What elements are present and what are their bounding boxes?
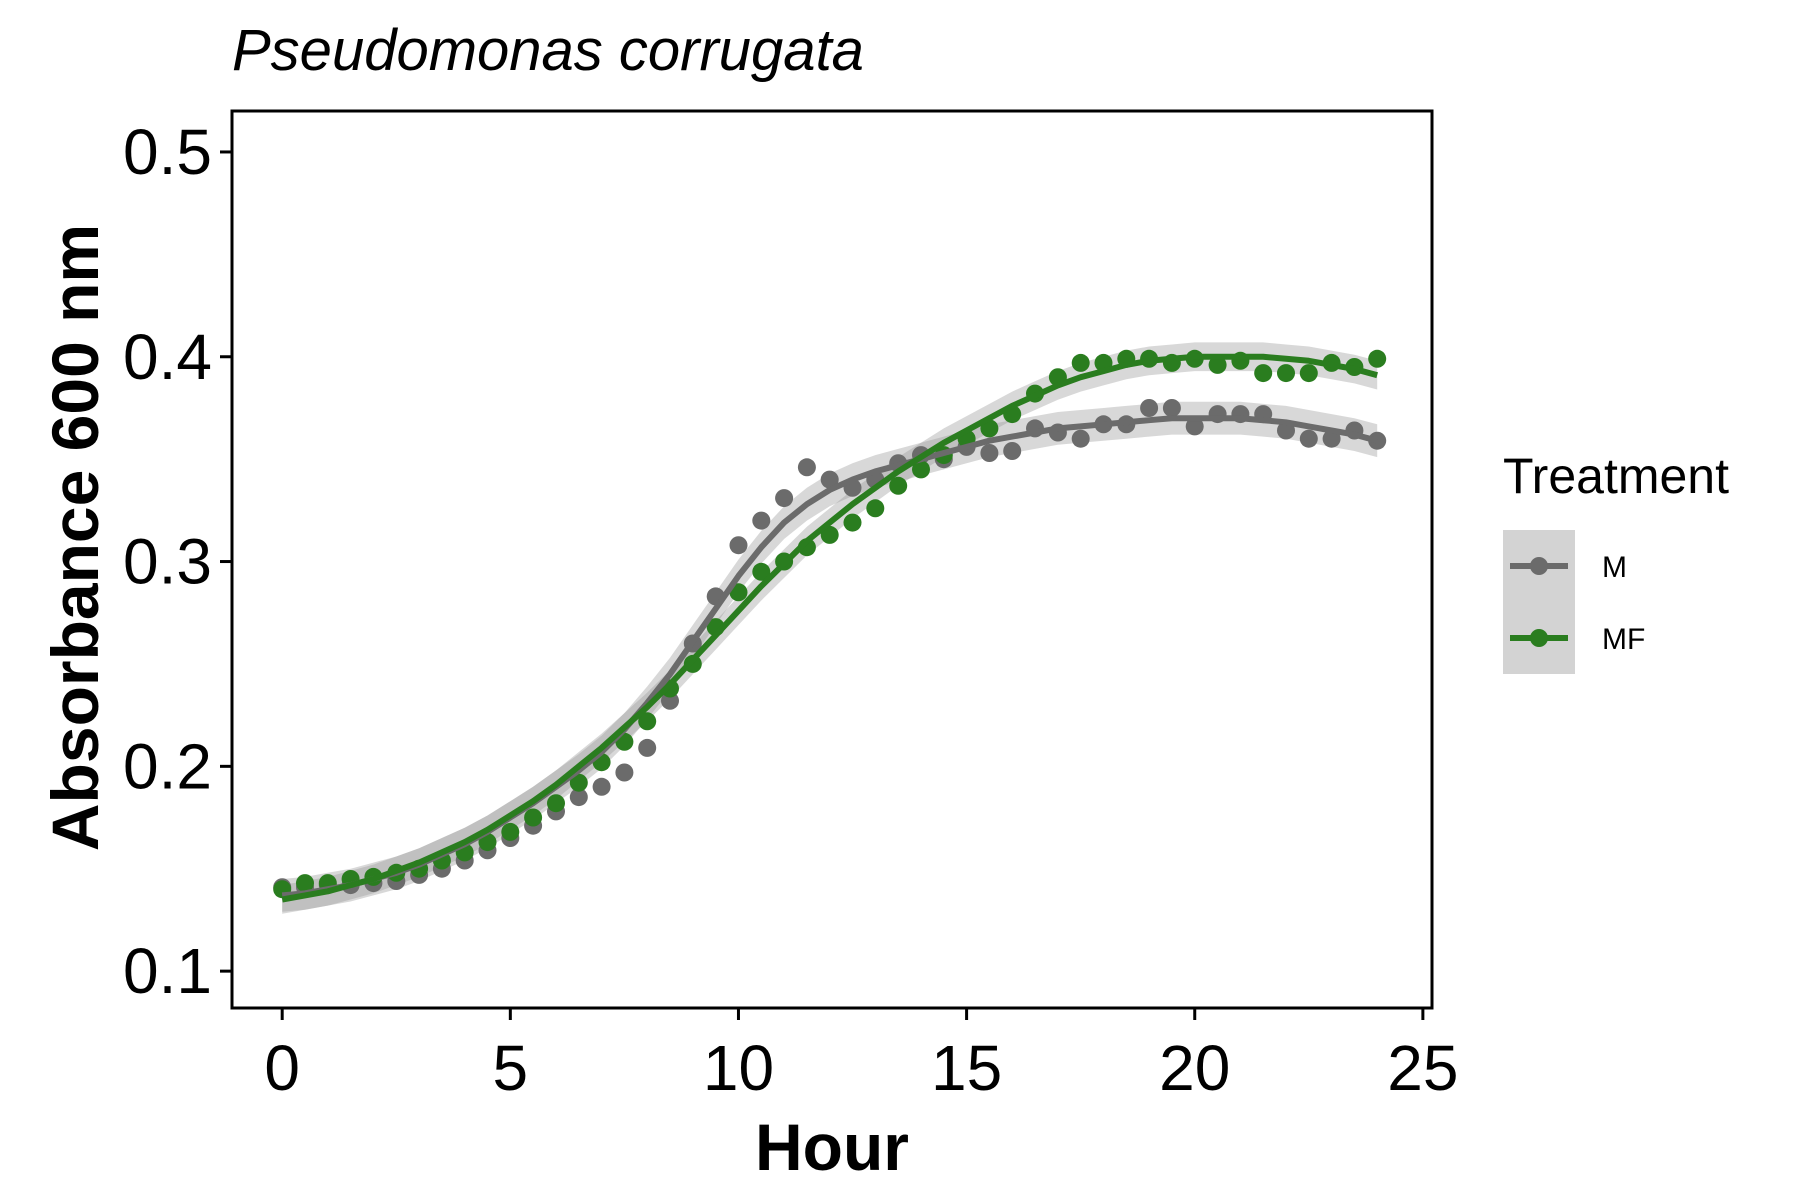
- y-axis: 0.1 0.2 0.3 0.4 0.5: [123, 116, 232, 1007]
- data-point-m: [661, 691, 679, 710]
- data-point-mf: [729, 583, 748, 602]
- data-point-m: [797, 458, 816, 477]
- x-axis-title: Hour: [755, 1110, 909, 1184]
- data-point-mf: [843, 513, 862, 532]
- y-tick-label: 0.2: [123, 730, 212, 802]
- data-point-mf: [912, 460, 930, 479]
- x-tick-label: 25: [1387, 1032, 1458, 1104]
- data-point-m: [1299, 429, 1318, 448]
- data-point-mf: [296, 874, 314, 893]
- data-point-m: [615, 763, 634, 782]
- x-axis: 0 5 10 15 20 25: [264, 1008, 1458, 1104]
- plot-area: [273, 342, 1387, 914]
- y-tick-label: 0.1: [123, 935, 212, 1007]
- data-point-mf: [547, 794, 565, 813]
- x-tick-label: 5: [493, 1032, 529, 1104]
- plot-frame: [230, 109, 1434, 1010]
- fit-line-mf: [281, 353, 1378, 903]
- data-point-m: [638, 738, 657, 757]
- data-point-m: [1162, 399, 1181, 417]
- x-tick-label: 15: [931, 1032, 1002, 1104]
- data-point-mf: [866, 499, 885, 518]
- data-point-m: [592, 777, 611, 796]
- x-tick-label: 20: [1159, 1032, 1230, 1104]
- legend-label-mf: MF: [1602, 623, 1645, 656]
- data-point-m: [1003, 442, 1022, 460]
- y-axis-title: Absorbance 600 nm: [38, 224, 112, 851]
- confidence-band-mf: [282, 342, 1378, 914]
- data-point-mf: [1208, 355, 1227, 374]
- data-point-mf: [638, 712, 657, 731]
- data-point-mf: [501, 822, 520, 841]
- data-point-m: [1071, 429, 1090, 448]
- data-point-m: [569, 788, 588, 807]
- data-point-mf: [1299, 364, 1318, 383]
- legend-marker-mf: [1530, 629, 1548, 647]
- chart-title: Pseudomonas corrugata: [232, 18, 864, 83]
- data-point-mf: [1277, 364, 1295, 383]
- data-point-m: [1185, 417, 1204, 436]
- data-point-m: [775, 489, 794, 508]
- data-point-m: [729, 536, 748, 555]
- data-point-mf: [524, 808, 543, 827]
- data-point-m: [752, 511, 771, 530]
- data-point-mf: [569, 773, 588, 792]
- legend-title: Treatment: [1503, 448, 1729, 504]
- data-point-mf: [752, 562, 771, 581]
- legend-marker-m: [1530, 557, 1548, 575]
- data-point-mf: [1368, 349, 1387, 368]
- legend: Treatment M MF: [1503, 448, 1729, 674]
- data-point-m: [820, 470, 839, 489]
- y-tick-label: 0.4: [123, 321, 212, 393]
- x-tick-label: 10: [703, 1032, 774, 1104]
- legend-label-m: M: [1602, 551, 1627, 584]
- data-point-mf: [889, 476, 908, 495]
- y-tick-label: 0.3: [123, 526, 212, 598]
- fit-line-m: [281, 415, 1378, 899]
- data-point-m: [980, 444, 999, 462]
- data-point-mf: [820, 525, 839, 544]
- data-point-mf: [1254, 364, 1273, 383]
- data-point-mf: [1071, 353, 1090, 372]
- data-point-m: [1140, 399, 1159, 417]
- legend-key-background: [1503, 530, 1575, 674]
- legend-items: M MF: [1510, 551, 1645, 656]
- y-tick-label: 0.5: [123, 116, 212, 188]
- x-tick-label: 0: [264, 1032, 300, 1104]
